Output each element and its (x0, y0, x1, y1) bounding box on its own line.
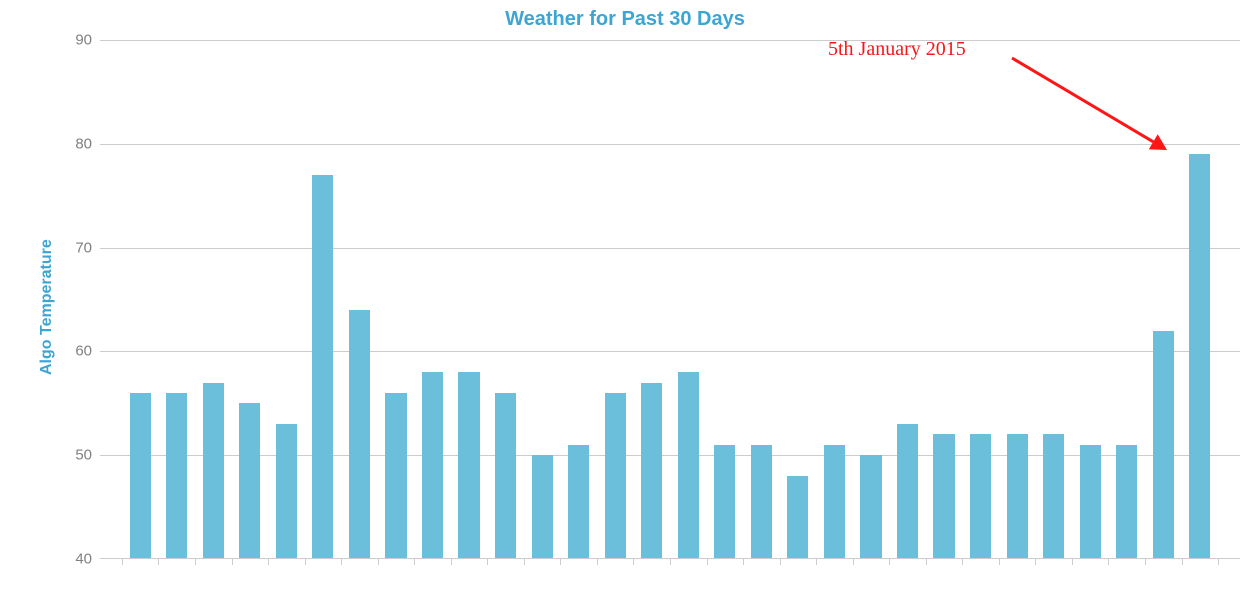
x-tick (780, 559, 781, 565)
y-tick-label: 70 (60, 239, 92, 256)
bar (714, 445, 735, 559)
x-tick (670, 559, 671, 565)
bar (1007, 434, 1028, 559)
bar (532, 455, 553, 559)
x-tick (1035, 559, 1036, 565)
x-tick (1218, 559, 1219, 565)
bar (276, 424, 297, 559)
x-tick (1182, 559, 1183, 565)
chart-title: Weather for Past 30 Days (0, 8, 1250, 31)
x-tick (633, 559, 634, 565)
x-tick (926, 559, 927, 565)
plot-area (100, 40, 1240, 559)
bar (897, 424, 918, 559)
x-tick (707, 559, 708, 565)
bar (312, 175, 333, 559)
x-tick (414, 559, 415, 565)
x-tick (597, 559, 598, 565)
x-tick (853, 559, 854, 565)
bar (239, 403, 260, 559)
x-tick (743, 559, 744, 565)
bar (495, 393, 516, 559)
bar (1080, 445, 1101, 559)
bar (678, 372, 699, 559)
x-tick (232, 559, 233, 565)
y-tick-label: 80 (60, 135, 92, 152)
y-tick-label: 50 (60, 447, 92, 464)
bars (100, 40, 1240, 559)
x-tick (962, 559, 963, 565)
bar (568, 445, 589, 559)
bar (349, 310, 370, 559)
x-tick (487, 559, 488, 565)
x-tick (560, 559, 561, 565)
x-tick (999, 559, 1000, 565)
x-tick (816, 559, 817, 565)
y-axis-title: Algo Temperature (38, 239, 56, 375)
bar (787, 476, 808, 559)
y-tick-label: 40 (60, 551, 92, 568)
bar (970, 434, 991, 559)
bar (1116, 445, 1137, 559)
x-tick (889, 559, 890, 565)
bar (1153, 331, 1174, 559)
bar (641, 383, 662, 559)
bar (605, 393, 626, 559)
bar (203, 383, 224, 559)
x-tick (122, 559, 123, 565)
bar (751, 445, 772, 559)
x-tick (158, 559, 159, 565)
y-tick-label: 60 (60, 343, 92, 360)
bar (385, 393, 406, 559)
bar (130, 393, 151, 559)
x-tick (451, 559, 452, 565)
bar (824, 445, 845, 559)
y-tick-label: 90 (60, 32, 92, 49)
x-tick (305, 559, 306, 565)
x-tick (1108, 559, 1109, 565)
x-tick (268, 559, 269, 565)
annotation-text: 5th January 2015 (828, 38, 966, 61)
x-tick (524, 559, 525, 565)
bar (422, 372, 443, 559)
chart-container: Weather for Past 30 Days Algo Temperatur… (0, 0, 1250, 589)
bar (933, 434, 954, 559)
bar (458, 372, 479, 559)
x-tick (1072, 559, 1073, 565)
bar (1189, 154, 1210, 559)
bar (166, 393, 187, 559)
bar (860, 455, 881, 559)
x-tick (341, 559, 342, 565)
x-tick (195, 559, 196, 565)
x-tick (378, 559, 379, 565)
bar (1043, 434, 1064, 559)
x-tick (1145, 559, 1146, 565)
